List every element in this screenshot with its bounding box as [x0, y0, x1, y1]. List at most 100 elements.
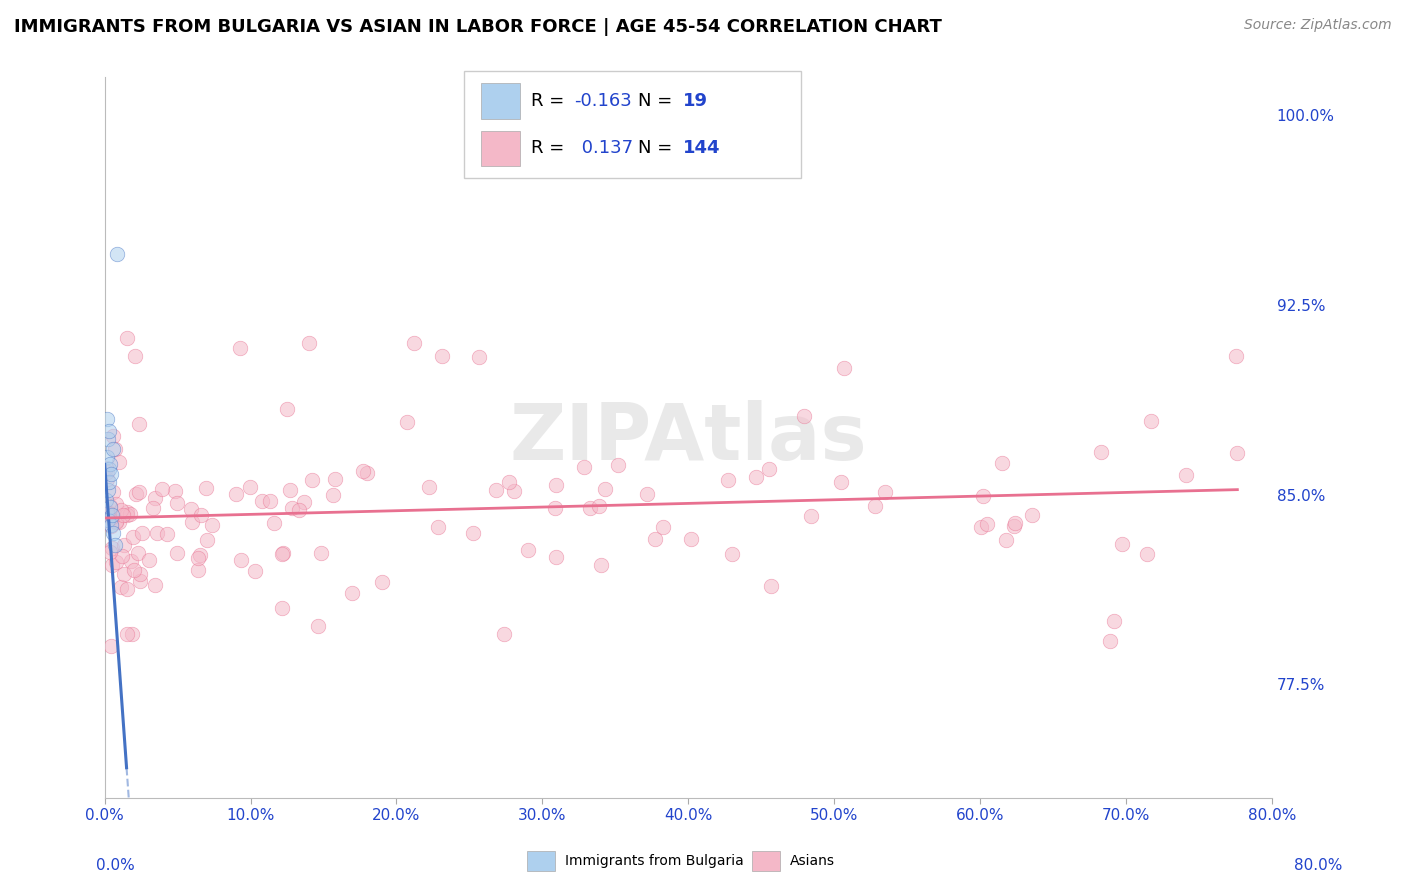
- Text: 0.0%: 0.0%: [96, 858, 135, 872]
- Point: [112, 508, 135, 522]
- Point: [287, 503, 309, 517]
- Point: [276, 402, 298, 417]
- Point: [263, 516, 285, 530]
- Point: [225, 487, 247, 501]
- Point: [107, 515, 129, 529]
- Point: [546, 550, 568, 565]
- Text: ZIPAtlas: ZIPAtlas: [509, 400, 868, 475]
- Point: [118, 507, 141, 521]
- Point: [100, 467, 122, 482]
- Point: [607, 458, 630, 472]
- Point: [1111, 537, 1133, 551]
- Point: [110, 580, 132, 594]
- Point: [1004, 516, 1026, 530]
- Point: [190, 508, 212, 522]
- Point: [101, 442, 124, 457]
- Point: [271, 546, 294, 560]
- Point: [97, 506, 120, 520]
- Point: [115, 508, 138, 522]
- Point: [142, 500, 165, 515]
- Text: -0.163: -0.163: [574, 93, 631, 111]
- Point: [195, 481, 218, 495]
- Point: [498, 475, 520, 489]
- Point: [636, 486, 658, 500]
- Point: [98, 500, 121, 515]
- Point: [96, 411, 118, 425]
- Point: [717, 473, 740, 487]
- Point: [98, 425, 121, 439]
- Text: Immigrants from Bulgaria: Immigrants from Bulgaria: [565, 854, 744, 868]
- Point: [644, 532, 666, 546]
- Point: [1175, 467, 1198, 482]
- Point: [120, 554, 142, 568]
- Point: [100, 640, 122, 654]
- Point: [468, 351, 491, 365]
- Point: [572, 460, 595, 475]
- Point: [430, 349, 453, 363]
- Point: [146, 526, 169, 541]
- Point: [352, 464, 374, 478]
- Point: [593, 482, 616, 496]
- Point: [721, 547, 744, 561]
- Text: 144: 144: [683, 139, 721, 157]
- Point: [863, 499, 886, 513]
- Point: [105, 514, 128, 528]
- Point: [98, 475, 121, 489]
- Point: [1226, 445, 1249, 459]
- Point: [832, 361, 855, 376]
- Point: [100, 519, 122, 533]
- Point: [115, 582, 138, 597]
- Point: [181, 515, 204, 529]
- Point: [679, 532, 702, 546]
- Point: [492, 626, 515, 640]
- Point: [995, 533, 1018, 548]
- Point: [97, 508, 120, 522]
- Point: [418, 480, 440, 494]
- Point: [107, 455, 129, 469]
- Point: [156, 526, 179, 541]
- Point: [124, 564, 146, 578]
- Point: [271, 601, 294, 615]
- Point: [485, 483, 508, 497]
- Point: [873, 484, 896, 499]
- Point: [129, 566, 152, 581]
- Point: [96, 492, 118, 507]
- Point: [463, 526, 485, 541]
- Point: [122, 530, 145, 544]
- Point: [1104, 614, 1126, 628]
- Point: [239, 480, 262, 494]
- Point: [101, 429, 124, 443]
- Point: [1136, 547, 1159, 561]
- Point: [588, 500, 610, 514]
- Point: [101, 558, 124, 572]
- Point: [112, 538, 135, 552]
- Text: N =: N =: [638, 139, 678, 157]
- Point: [229, 341, 252, 355]
- Point: [243, 564, 266, 578]
- Point: [166, 546, 188, 560]
- Point: [100, 499, 122, 513]
- Point: [761, 579, 783, 593]
- Point: [970, 519, 993, 533]
- Text: Asians: Asians: [790, 854, 835, 868]
- Point: [1099, 634, 1122, 648]
- Point: [166, 496, 188, 510]
- Point: [578, 500, 600, 515]
- Point: [104, 555, 127, 569]
- Point: [101, 541, 124, 555]
- Text: R =: R =: [531, 93, 571, 111]
- Point: [125, 486, 148, 500]
- Point: [195, 533, 218, 547]
- Point: [105, 496, 128, 510]
- Point: [101, 484, 124, 499]
- Point: [97, 432, 120, 446]
- Text: N =: N =: [638, 93, 678, 111]
- Point: [112, 567, 135, 582]
- Text: R =: R =: [531, 139, 571, 157]
- Point: [121, 626, 143, 640]
- Point: [270, 547, 292, 561]
- Point: [96, 472, 118, 486]
- Point: [97, 483, 120, 497]
- Point: [278, 483, 301, 498]
- Point: [96, 450, 118, 464]
